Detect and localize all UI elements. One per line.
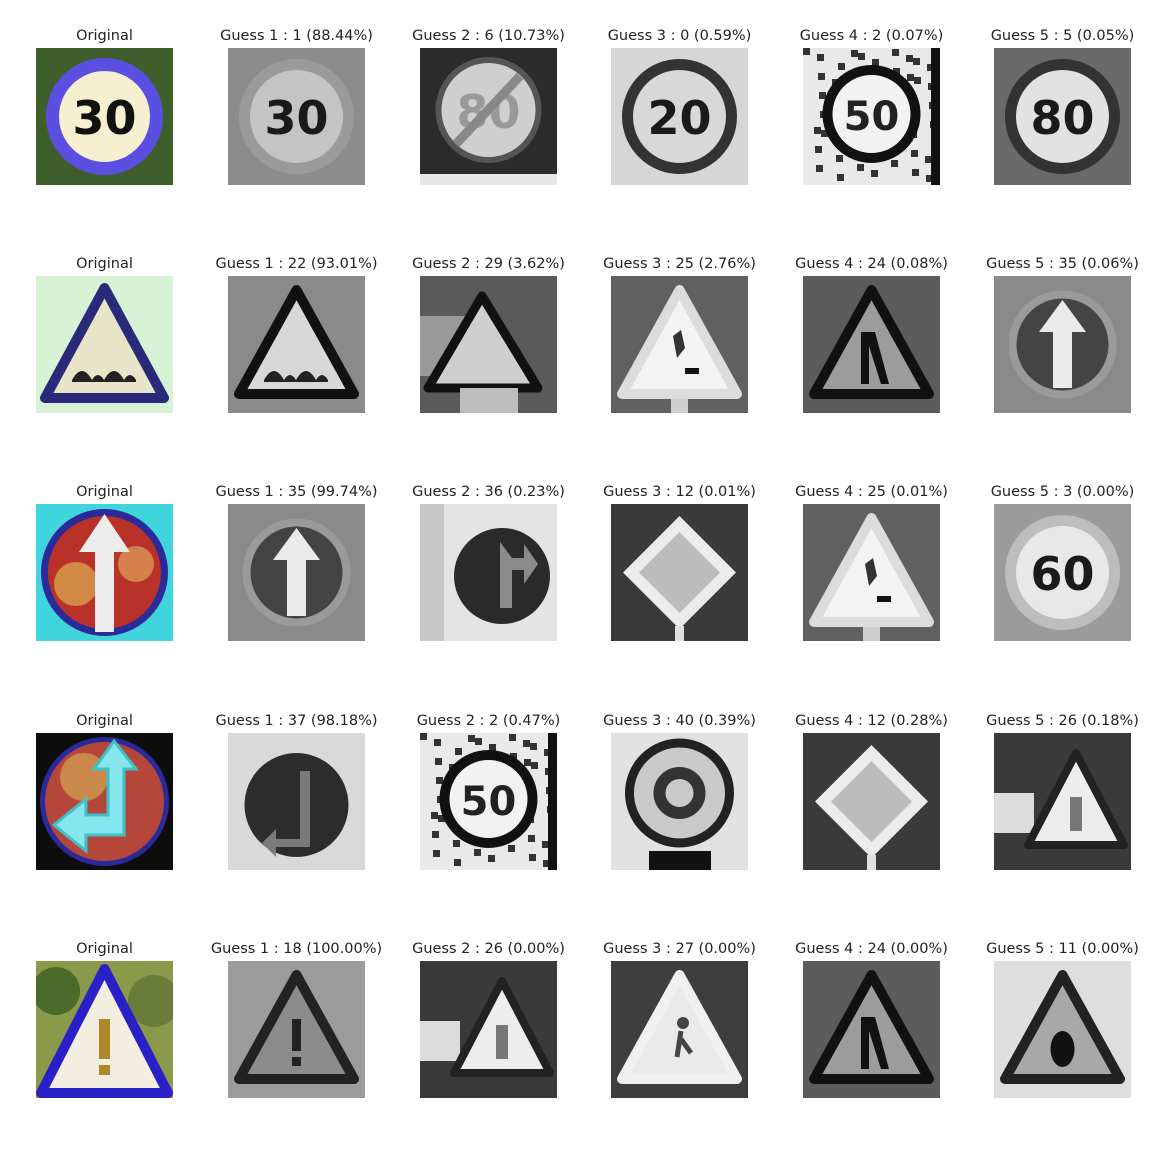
row-3-guess-3-cell: Guess 3 : 12 (0.01%) (603, 484, 756, 641)
guess-caption: Guess 4 : 24 (0.00%) (795, 941, 948, 957)
row-2-guess-1-cell: Guess 1 : 22 (93.01%) (215, 256, 378, 413)
svg-text:60: 60 (1030, 547, 1094, 601)
guess-caption: Guess 3 : 27 (0.00%) (603, 941, 756, 957)
svg-text:30: 30 (72, 91, 136, 145)
row-1-guess-2-cell: Guess 2 : 6 (10.73%) 80 (412, 28, 565, 185)
row-4-guess-1-cell: Guess 1 : 37 (98.18%) (215, 713, 378, 870)
guess-sign-image: 80 (420, 48, 557, 185)
row-3-guess-5-cell: Guess 5 : 3 (0.00%) 60 (991, 484, 1134, 641)
guess-caption: Guess 3 : 0 (0.59%) (607, 28, 752, 44)
row-1-guess-3-cell: Guess 3 : 0 (0.59%) 20 (608, 28, 751, 185)
guess-caption: Guess 4 : 24 (0.08%) (795, 256, 948, 272)
guess-caption: Guess 2 : 6 (10.73%) (412, 28, 565, 44)
guess-caption: Guess 1 : 35 (99.74%) (215, 484, 378, 500)
row-5-guess-2-cell: Guess 2 : 26 (0.00%) (412, 941, 565, 1098)
guess-sign-image (228, 961, 365, 1098)
original-sign-image (36, 504, 173, 641)
guess-caption: Guess 2 : 29 (3.62%) (412, 256, 565, 272)
guess-caption: Guess 3 : 40 (0.39%) (603, 713, 756, 729)
guess-sign-image: 20 (611, 48, 748, 185)
guess-caption: Guess 5 : 35 (0.06%) (986, 256, 1139, 272)
svg-text:80: 80 (1030, 91, 1094, 145)
guess-caption: Guess 3 : 12 (0.01%) (603, 484, 756, 500)
row-4-guess-2-cell: Guess 2 : 2 (0.47%) 50 (417, 713, 560, 870)
row-3-guess-2-cell: Guess 2 : 36 (0.23%) (412, 484, 565, 641)
row-5-guess-1-cell: Guess 1 : 18 (100.00%) (211, 941, 382, 1098)
guess-caption: Guess 2 : 36 (0.23%) (412, 484, 565, 500)
guess-sign-image (803, 504, 940, 641)
guess-sign-image (803, 733, 940, 870)
svg-text:30: 30 (264, 91, 328, 145)
guess-caption: Guess 2 : 2 (0.47%) (416, 713, 561, 729)
row-3-original-cell: Original (36, 484, 173, 641)
guess-sign-image (803, 961, 940, 1098)
row-2-original-cell: Original (36, 256, 173, 413)
guess-sign-image (420, 961, 557, 1098)
guess-caption: Guess 4 : 12 (0.28%) (795, 713, 948, 729)
row-3-guess-1-cell: Guess 1 : 35 (99.74%) (215, 484, 378, 641)
guess-sign-image (994, 961, 1131, 1098)
guess-caption: Guess 2 : 26 (0.00%) (412, 941, 565, 957)
guess-caption: Guess 1 : 22 (93.01%) (215, 256, 378, 272)
guess-sign-image (228, 504, 365, 641)
guess-sign-image: 50 (803, 48, 940, 185)
guess-sign-image (994, 276, 1131, 413)
row-2-guess-4-cell: Guess 4 : 24 (0.08%) (795, 256, 948, 413)
original-sign-image: 30 (36, 48, 173, 185)
row-5-guess-5-cell: Guess 5 : 11 (0.00%) (986, 941, 1139, 1098)
guess-sign-image (611, 276, 748, 413)
guess-sign-image: 60 (994, 504, 1131, 641)
original-caption: Original (76, 28, 133, 44)
guess-sign-image (611, 504, 748, 641)
guess-sign-image (420, 504, 557, 641)
guess-sign-image (994, 733, 1131, 870)
row-2-guess-5-cell: Guess 5 : 35 (0.06%) (986, 256, 1139, 413)
guess-caption: Guess 5 : 11 (0.00%) (986, 941, 1139, 957)
svg-text:50: 50 (844, 94, 900, 140)
row-5-guess-3-cell: Guess 3 : 27 (0.00%) (603, 941, 756, 1098)
guess-sign-image: 80 (994, 48, 1131, 185)
original-sign-image (32, 961, 180, 1098)
original-caption: Original (76, 941, 133, 957)
guess-sign-image (611, 961, 748, 1098)
svg-text:20: 20 (647, 91, 711, 145)
row-4-original-cell: Original (36, 713, 173, 870)
guess-sign-image: 50 (420, 733, 557, 870)
original-caption: Original (76, 484, 133, 500)
row-2-guess-3-cell: Guess 3 : 25 (2.76%) (603, 256, 756, 413)
guess-sign-image (803, 276, 940, 413)
guess-caption: Guess 1 : 37 (98.18%) (215, 713, 378, 729)
guess-caption: Guess 1 : 1 (88.44%) (220, 28, 373, 44)
guess-sign-image: 30 (228, 48, 365, 185)
row-4-guess-5-cell: Guess 5 : 26 (0.18%) (986, 713, 1139, 870)
guess-sign-image (228, 276, 365, 413)
row-5-original-cell: Original (32, 941, 180, 1098)
guess-sign-image (420, 276, 557, 413)
row-1-guess-5-cell: Guess 5 : 5 (0.05%) 80 (991, 28, 1134, 185)
guess-caption: Guess 3 : 25 (2.76%) (603, 256, 756, 272)
row-5-guess-4-cell: Guess 4 : 24 (0.00%) (795, 941, 948, 1098)
guess-caption: Guess 5 : 3 (0.00%) (990, 484, 1135, 500)
guess-caption: Guess 5 : 5 (0.05%) (990, 28, 1135, 44)
svg-text:50: 50 (461, 779, 517, 825)
guess-caption: Guess 1 : 18 (100.00%) (210, 941, 383, 957)
original-sign-image (36, 733, 173, 870)
row-1-guess-1-cell: Guess 1 : 1 (88.44%) 30 (220, 28, 373, 185)
row-3-guess-4-cell: Guess 4 : 25 (0.01%) (795, 484, 948, 641)
guess-caption: Guess 5 : 26 (0.18%) (986, 713, 1139, 729)
row-2-guess-2-cell: Guess 2 : 29 (3.62%) (412, 256, 565, 413)
row-4-guess-3-cell: Guess 3 : 40 (0.39%) (603, 713, 756, 870)
row-1-original-cell: Original 30 (36, 28, 173, 185)
original-sign-image (36, 276, 173, 413)
guess-caption: Guess 4 : 2 (0.07%) (799, 28, 944, 44)
original-caption: Original (76, 256, 133, 272)
guess-sign-image (228, 733, 365, 870)
guess-sign-image (611, 733, 748, 870)
row-4-guess-4-cell: Guess 4 : 12 (0.28%) (795, 713, 948, 870)
row-1-guess-4-cell: Guess 4 : 2 (0.07%) 50 (800, 28, 943, 185)
original-caption: Original (76, 713, 133, 729)
guess-caption: Guess 4 : 25 (0.01%) (795, 484, 948, 500)
